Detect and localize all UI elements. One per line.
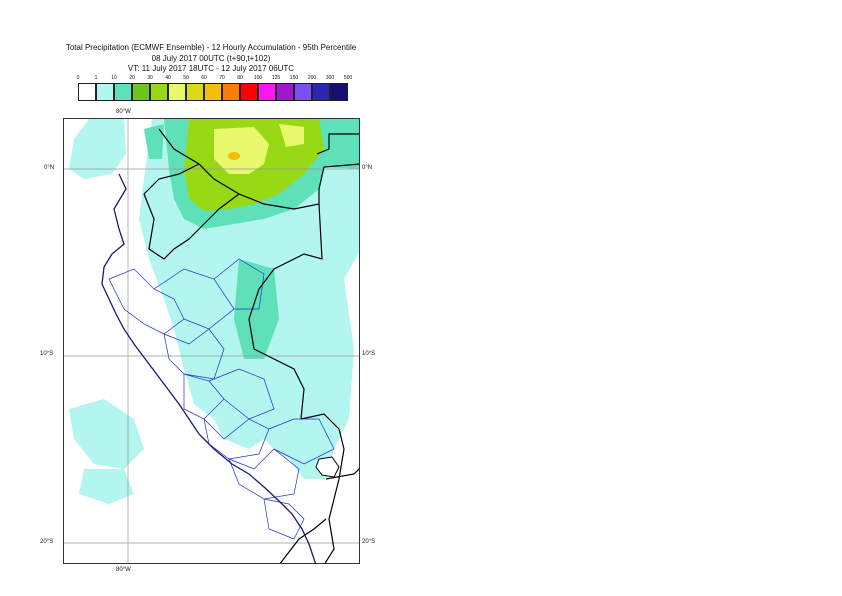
legend-threshold-label: 10 [111,75,117,81]
legend-threshold-label: 100 [253,75,263,81]
lat-label-equator-left: 0°N [44,165,55,171]
precip-area-very-heavy [214,127,269,174]
precip-area-light [294,279,326,334]
precip-area-peak [228,152,240,160]
legend-color-box [132,83,150,101]
legend-threshold-label: 200 [307,75,317,81]
legend-color-box [204,83,222,101]
lon-label-bottom: 80°W [116,567,131,573]
legend-threshold-label: 0 [76,75,80,81]
legend-threshold-label: 300 [325,75,335,81]
legend-color-box [294,83,312,101]
legend-color-box [114,83,132,101]
legend-color-box [186,83,204,101]
base-time-label: 08 July 2017 00UTC (t+90,t+102) [151,54,271,63]
legend-color-box [240,83,258,101]
legend-threshold-label: 150 [289,75,299,81]
legend-color-box [168,83,186,101]
precip-area-very-heavy [279,124,304,147]
coastline [101,173,317,563]
legend-color-box [222,83,240,101]
legend-threshold-label: 70 [219,75,225,81]
lat-label-equator-right: 0°N [362,165,373,171]
lon-label-top: 80°W [116,109,131,115]
lake-titicaca [315,456,340,478]
map-canvas [64,119,359,563]
lat-label-20s-left: 20°S [40,539,54,545]
precipitation-map[interactable] [63,118,360,564]
precipitation-field [69,119,359,504]
precip-area-light [69,119,126,179]
lat-label-10s-right: 10°S [362,351,376,357]
chart-title: Total Precipitation (ECMWF Ensemble) - 1… [65,43,357,52]
graticule [64,119,359,563]
legend-color-box [150,83,168,101]
legend-threshold-label: 20 [129,75,135,81]
legend-threshold-label: 1 [94,75,98,81]
legend-threshold-label: 125 [271,75,281,81]
legend-threshold-label: 30 [147,75,153,81]
legend-threshold-label: 40 [165,75,171,81]
legend-color-box [78,83,96,101]
legend-color-box [312,83,330,101]
legend-color-box [330,83,348,101]
legend-threshold-label: 500 [343,75,353,81]
precip-area-moderate [144,124,164,159]
legend-threshold-label: 50 [183,75,189,81]
legend-threshold-label: 60 [201,75,207,81]
lat-label-20s-right: 20°S [362,539,376,545]
valid-time-label: VT: 11 July 2017 18UTC - 12 July 2017 06… [127,64,295,73]
lat-label-10s-left: 10°S [40,351,54,357]
precip-area-light [69,399,144,469]
precip-area-light [79,469,134,504]
national-borders [143,128,359,563]
legend-threshold-label: 80 [237,75,243,81]
legend-color-box [276,83,294,101]
legend-color-box [258,83,276,101]
legend-color-box [96,83,114,101]
